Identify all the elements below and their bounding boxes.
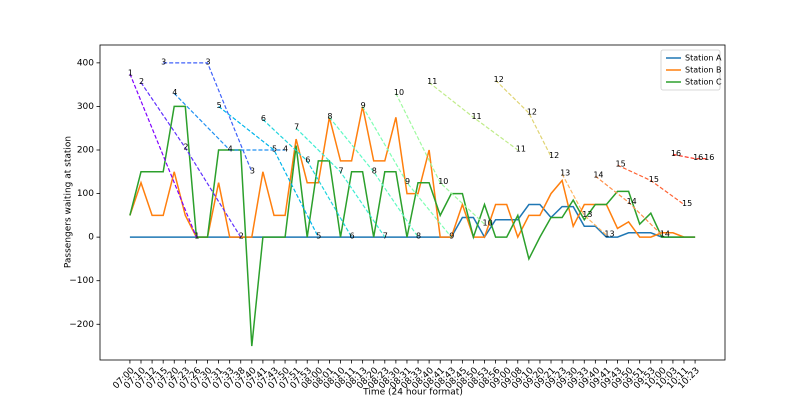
train-label: 14 <box>593 171 603 180</box>
y-tick-label: 200 <box>77 146 94 156</box>
train-label: 6 <box>261 114 266 123</box>
train-line <box>173 92 286 151</box>
train-line <box>262 119 353 238</box>
train-line <box>295 127 386 238</box>
train-label: 11 <box>427 77 437 86</box>
series-line <box>129 105 696 347</box>
train-label: 14 <box>660 229 670 238</box>
y-tick-label: 300 <box>77 102 94 112</box>
train-label: 13 <box>604 229 614 238</box>
train-label: 1 <box>128 68 133 77</box>
train-label: 9 <box>449 232 454 241</box>
train-label: 10 <box>438 177 448 186</box>
legend-label: Station C <box>685 78 722 87</box>
train-label: 8 <box>327 112 332 121</box>
train-label: 12 <box>494 75 504 84</box>
y-tick-label: −100 <box>69 276 94 286</box>
legend-box <box>660 49 721 91</box>
train-label: 9 <box>405 177 410 186</box>
train-line <box>362 106 452 238</box>
train-label: 3 <box>250 166 255 175</box>
y-tick-label: 0 <box>88 233 94 243</box>
train-line <box>672 153 707 160</box>
train-label: 10 <box>483 219 493 228</box>
train-label: 5 <box>217 101 222 110</box>
train-label: 7 <box>383 232 388 241</box>
train-label: 6 <box>350 232 355 241</box>
train-line <box>395 93 485 225</box>
train-line <box>495 79 552 157</box>
train-label: 7 <box>294 123 299 132</box>
train-label: 5 <box>316 232 321 241</box>
train-line <box>140 82 242 238</box>
y-tick-label: 400 <box>77 58 94 68</box>
train-label: 8 <box>372 166 377 175</box>
train-label: 6 <box>305 155 310 164</box>
y-tick-label: 100 <box>77 189 94 199</box>
train-label: 2 <box>183 142 188 151</box>
train-label: 16 <box>693 153 703 162</box>
train-line <box>617 164 685 205</box>
train-label: 7 <box>338 166 343 175</box>
train-label: 12 <box>527 107 537 116</box>
train-label: 3 <box>161 57 166 66</box>
train-label: 14 <box>627 197 637 206</box>
train-label: 2 <box>239 232 244 241</box>
train-line <box>594 175 663 236</box>
y-axis-label: Passengers waiting at station <box>64 136 74 268</box>
series-line <box>129 203 696 239</box>
legend-label: Station A <box>685 54 722 63</box>
x-axis-label: Time (24 hour format) <box>362 388 463 398</box>
train-label: 4 <box>228 145 233 154</box>
train-label: 11 <box>516 145 526 154</box>
train-line <box>428 82 519 151</box>
train-line <box>129 73 197 238</box>
train-line <box>163 62 253 173</box>
train-label: 10 <box>394 88 404 97</box>
train-label: 4 <box>172 88 177 97</box>
train-label: 8 <box>416 232 421 241</box>
train-label: 5 <box>272 145 277 154</box>
plot-frame <box>99 44 726 361</box>
train-label: 11 <box>471 112 481 121</box>
train-label: 15 <box>649 175 659 184</box>
train-label: 16 <box>671 149 681 158</box>
train-line <box>561 173 607 236</box>
train-label: 3 <box>205 57 210 66</box>
train-label: 13 <box>582 210 592 219</box>
train-label: 12 <box>549 151 559 160</box>
train-line <box>328 116 419 238</box>
train-label: 16 <box>704 153 714 162</box>
train-line <box>218 105 319 238</box>
legend-label: Station B <box>685 66 721 75</box>
train-label: 15 <box>616 160 626 169</box>
train-label: 4 <box>283 145 288 154</box>
train-label: 9 <box>361 101 366 110</box>
train-label: 15 <box>682 199 692 208</box>
train-label: 2 <box>139 77 144 86</box>
train-label: 13 <box>560 168 570 177</box>
train-label: 1 <box>194 232 199 241</box>
y-tick-label: −200 <box>69 320 94 330</box>
